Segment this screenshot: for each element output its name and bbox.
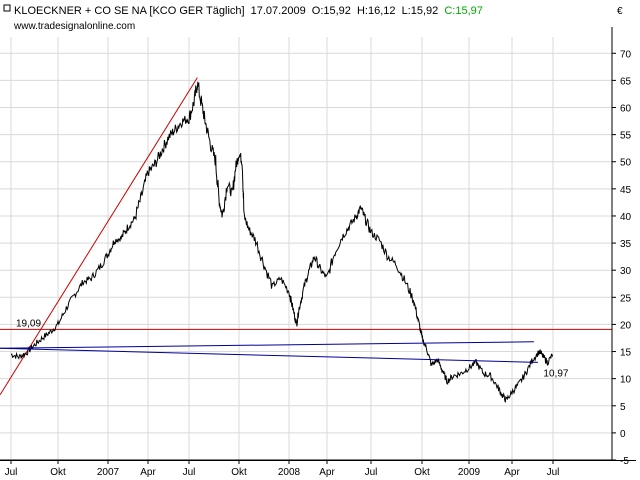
annotation-labels: 19,09 10,97 — [16, 318, 569, 379]
y-tick-label: 65 — [620, 76, 632, 87]
y-tick-label: 70 — [620, 49, 632, 60]
chart-header: KLOECKNER + CO SE NA [KCO GER Täglich] 1… — [14, 5, 483, 17]
axes: -5 0 5 10 15 20 25 30 35 40 45 50 55 60 65 70 Jul Okt 2007… — [0, 27, 636, 478]
y-tick-label: 10 — [620, 375, 632, 386]
header-symbol: KLOECKNER + CO SE NA [KCO GER Täglich] — [14, 5, 245, 17]
trendline — [0, 77, 198, 396]
x-tick-label: Jul — [365, 467, 378, 478]
x-tick-label: 2009 — [458, 467, 481, 478]
x-tick-label: Apr — [319, 467, 335, 478]
level-label: 19,09 — [16, 318, 41, 329]
triangle-upper-line — [0, 341, 534, 349]
x-tick-label: Apr — [504, 467, 520, 478]
series-layer — [10, 81, 553, 403]
x-tick-label: Okt — [231, 467, 247, 478]
header-low: L:15,92 — [402, 5, 439, 17]
y-tick-label: 55 — [620, 131, 632, 142]
y-tick-label: 25 — [620, 293, 632, 304]
y-tick-label: 60 — [620, 104, 632, 115]
x-tick-label: Jul — [183, 467, 196, 478]
x-tick-label: Okt — [50, 467, 66, 478]
y-tick-label: 35 — [620, 239, 632, 250]
y-tick-label: 20 — [620, 320, 632, 331]
triangle-lower-line — [0, 347, 538, 363]
support-label: 10,97 — [543, 368, 568, 379]
x-tick-label: Okt — [414, 467, 430, 478]
x-tick-label: Apr — [140, 467, 156, 478]
header-date: 17.07.2009 — [251, 5, 306, 17]
x-tick-label: 2008 — [278, 467, 301, 478]
y-tick-label: -5 — [620, 456, 629, 467]
window-square-icon — [3, 4, 11, 12]
source-credit: www.tradesignalonline.com — [13, 21, 135, 32]
currency-label: € — [617, 6, 623, 17]
y-tick-label: 45 — [620, 185, 632, 196]
price-series-line — [10, 81, 553, 403]
header-open: O:15,92 — [312, 5, 351, 17]
header-high: H:16,12 — [357, 5, 396, 17]
triangle-pattern — [0, 341, 538, 363]
y-tick-label: 40 — [620, 212, 632, 223]
line-layer — [0, 77, 612, 396]
y-tick-label: 0 — [620, 429, 626, 440]
grid — [0, 37, 612, 461]
header-close: C:15,97 — [444, 5, 483, 17]
y-tick-label: 50 — [620, 158, 632, 169]
y-tick-label: 15 — [620, 348, 632, 359]
x-tick-label: 2007 — [97, 467, 120, 478]
x-tick-label: Jul — [547, 467, 560, 478]
y-tick-label: 5 — [620, 402, 626, 413]
x-tick-label: Jul — [5, 467, 18, 478]
y-tick-label: 30 — [620, 266, 632, 277]
